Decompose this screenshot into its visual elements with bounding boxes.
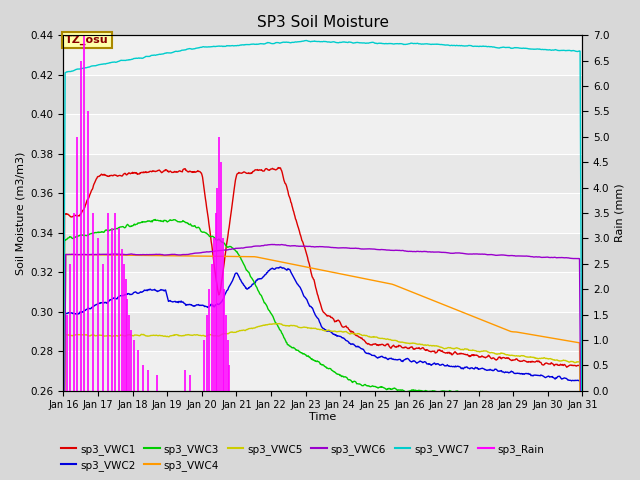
sp3_VWC6	[195, 250, 202, 256]
sp3_VWC2	[508, 369, 516, 375]
sp3_VWC3	[151, 216, 159, 222]
sp3_VWC4	[429, 298, 437, 303]
sp3_VWC7	[508, 46, 516, 51]
sp3_VWC2	[451, 364, 459, 370]
sp3_VWC1	[429, 348, 437, 354]
sp3_VWC4	[62, 252, 70, 257]
Line: sp3_VWC7: sp3_VWC7	[63, 40, 582, 480]
Line: sp3_VWC5: sp3_VWC5	[63, 324, 582, 480]
sp3_VWC6	[451, 250, 459, 256]
sp3_VWC1	[275, 165, 282, 170]
sp3_VWC3	[282, 338, 289, 344]
sp3_VWC2	[116, 293, 124, 299]
sp3_VWC1	[282, 181, 289, 187]
Line: sp3_VWC2: sp3_VWC2	[63, 267, 582, 480]
Bar	[63, 193, 582, 233]
sp3_VWC5	[429, 343, 437, 348]
Line: sp3_VWC4: sp3_VWC4	[63, 254, 582, 480]
Bar	[63, 114, 582, 154]
sp3_VWC7	[60, 426, 67, 432]
Line: sp3_VWC3: sp3_VWC3	[63, 219, 582, 480]
sp3_VWC6	[429, 249, 437, 255]
sp3_VWC6	[508, 252, 516, 258]
Bar	[63, 351, 582, 391]
sp3_VWC2	[282, 266, 289, 272]
sp3_VWC2	[276, 264, 284, 270]
sp3_VWC4	[282, 260, 289, 266]
sp3_VWC7	[116, 58, 124, 64]
Y-axis label: Soil Moisture (m3/m3): Soil Moisture (m3/m3)	[15, 151, 25, 275]
sp3_VWC5	[508, 352, 516, 358]
sp3_VWC3	[508, 390, 516, 396]
sp3_VWC7	[303, 37, 310, 43]
sp3_VWC4	[451, 306, 459, 312]
sp3_VWC7	[195, 45, 202, 50]
sp3_VWC7	[281, 39, 289, 45]
sp3_VWC1	[451, 349, 459, 355]
sp3_VWC3	[116, 224, 124, 230]
Y-axis label: Rain (mm): Rain (mm)	[615, 184, 625, 242]
Legend: sp3_VWC1, sp3_VWC2, sp3_VWC3, sp3_VWC4, sp3_VWC5, sp3_VWC6, sp3_VWC7, sp3_Rain: sp3_VWC1, sp3_VWC2, sp3_VWC3, sp3_VWC4, …	[56, 439, 549, 475]
sp3_VWC5	[275, 321, 283, 326]
sp3_VWC2	[429, 361, 437, 367]
sp3_VWC5	[451, 346, 459, 351]
sp3_VWC2	[195, 301, 202, 307]
sp3_VWC4	[195, 253, 203, 259]
sp3_VWC6	[116, 252, 124, 257]
sp3_VWC1	[116, 172, 124, 178]
sp3_VWC6	[282, 242, 289, 248]
sp3_VWC3	[429, 388, 437, 394]
sp3_VWC1	[195, 168, 202, 174]
Bar	[63, 36, 582, 75]
Bar	[63, 272, 582, 312]
sp3_VWC5	[282, 323, 289, 329]
sp3_VWC6	[269, 241, 276, 247]
Title: SP3 Soil Moisture: SP3 Soil Moisture	[257, 15, 389, 30]
sp3_VWC7	[429, 41, 437, 47]
Line: sp3_VWC1: sp3_VWC1	[63, 168, 582, 480]
sp3_VWC5	[195, 332, 202, 338]
sp3_VWC4	[116, 252, 124, 258]
X-axis label: Time: Time	[309, 412, 337, 422]
sp3_VWC5	[116, 333, 124, 338]
sp3_VWC3	[195, 225, 203, 231]
Line: sp3_VWC6: sp3_VWC6	[63, 244, 582, 480]
sp3_VWC7	[451, 43, 459, 48]
sp3_VWC1	[508, 358, 516, 363]
Text: TZ_osu: TZ_osu	[65, 35, 109, 46]
sp3_VWC3	[451, 389, 459, 395]
sp3_VWC4	[508, 329, 516, 335]
